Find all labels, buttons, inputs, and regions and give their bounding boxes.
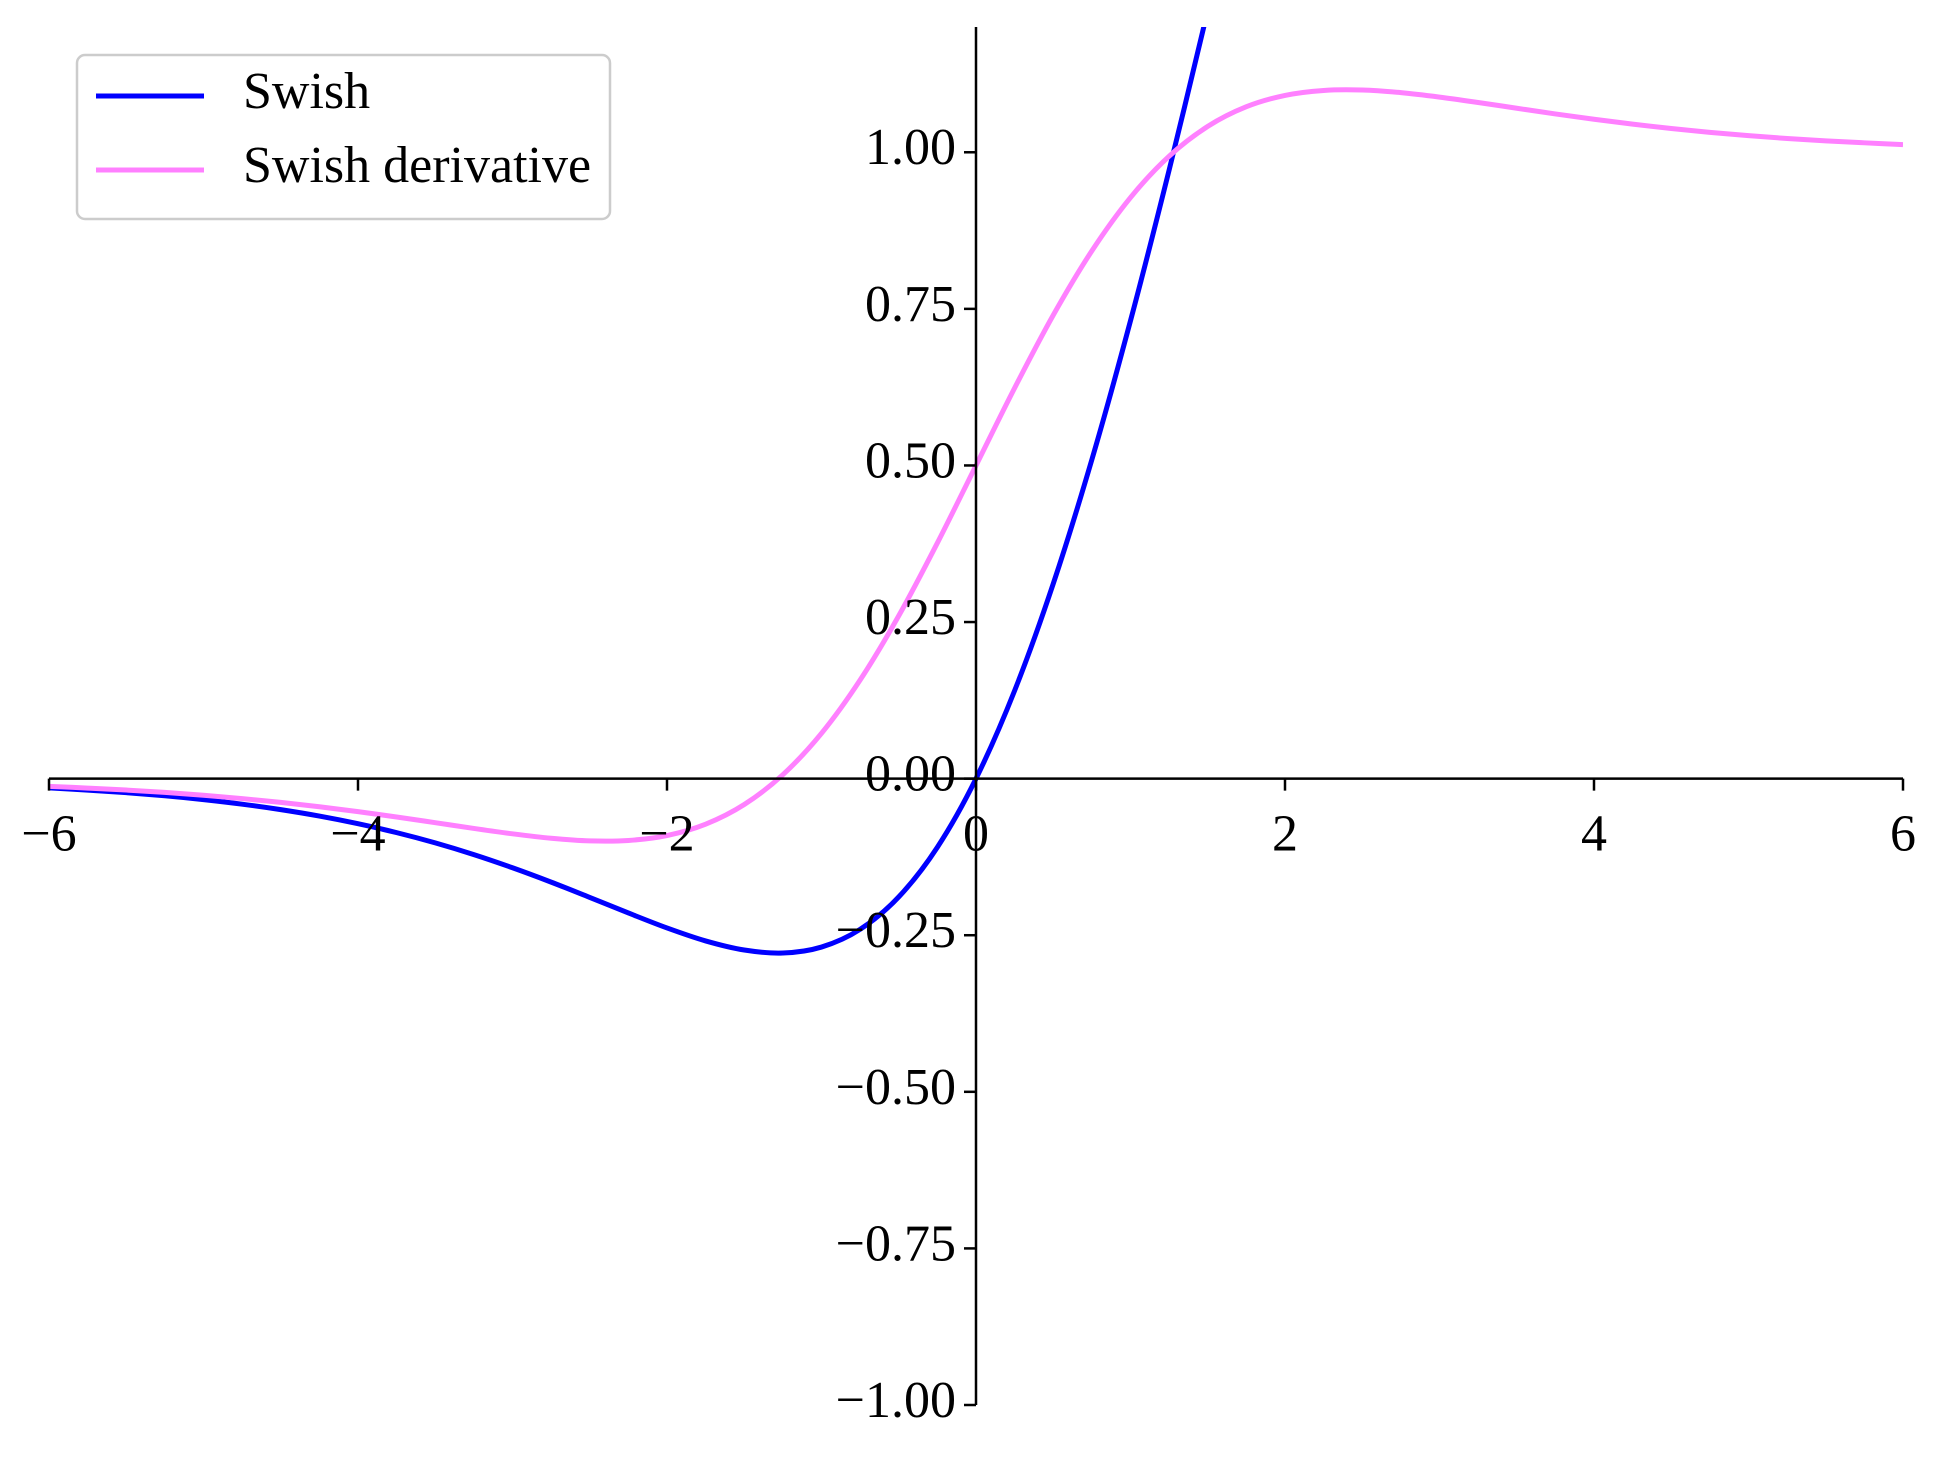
y-tick-label: 0.50: [865, 432, 956, 489]
legend-box: [75, 53, 612, 221]
x-tick-label: −4: [330, 806, 385, 863]
y-tick-label: 0.75: [865, 276, 956, 333]
x-tick-label: −2: [639, 806, 694, 863]
y-tick-label: −0.25: [836, 902, 956, 959]
x-tick-label: −6: [21, 806, 76, 863]
y-tick-label: −0.50: [836, 1059, 956, 1116]
x-tick-label: 4: [1581, 806, 1607, 863]
legend: Swish Swish derivative: [75, 53, 612, 221]
x-tick-label: 6: [1890, 806, 1916, 863]
x-tick-label: 0: [963, 806, 989, 863]
x-tick-label: 2: [1272, 806, 1298, 863]
y-tick-label: 0.00: [865, 746, 956, 803]
y-tick-label: −0.75: [836, 1215, 956, 1272]
legend-label: Swish: [243, 63, 370, 120]
y-tick-label: 0.25: [865, 589, 956, 646]
y-tick-label: −1.00: [836, 1372, 956, 1429]
series-line: [49, 27, 1207, 956]
legend-label: Swish derivative: [243, 137, 591, 194]
y-tick-label: 1.00: [865, 119, 956, 176]
